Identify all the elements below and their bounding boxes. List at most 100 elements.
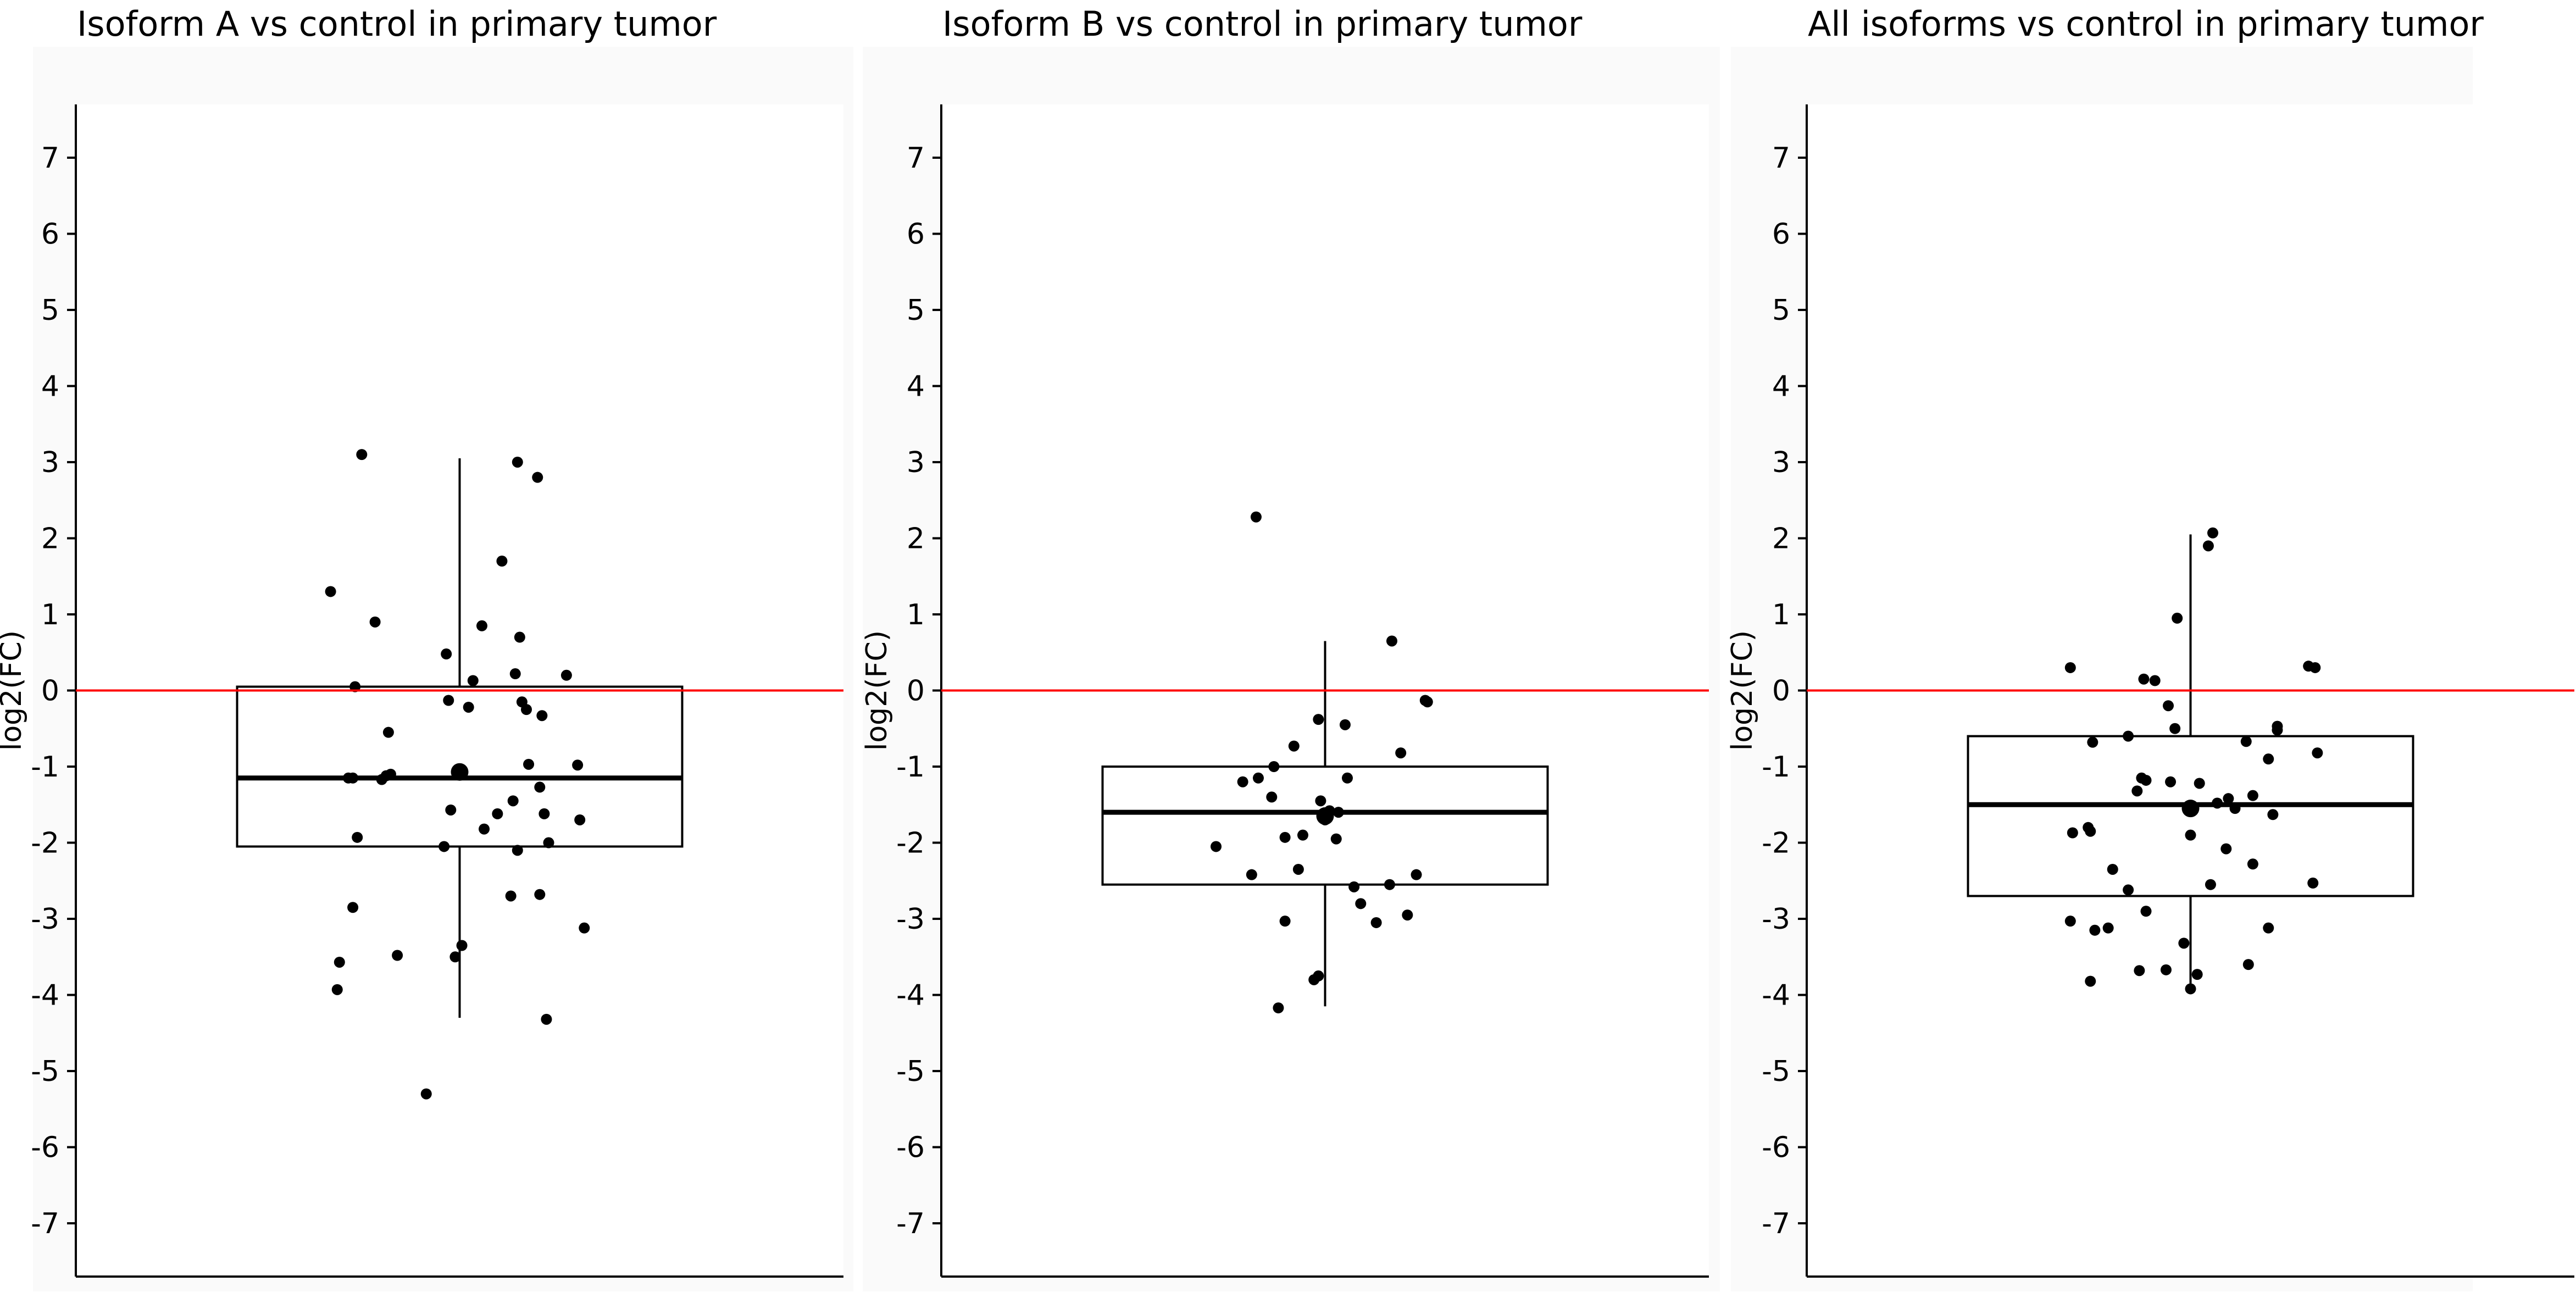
- data-point: [2212, 797, 2223, 809]
- data-point: [476, 620, 487, 631]
- y-axis-label: log2(FC): [860, 630, 893, 751]
- data-point: [1386, 635, 1397, 647]
- data-point: [1279, 831, 1291, 843]
- y-axis-label: log2(FC): [1726, 630, 1759, 751]
- data-point: [2263, 922, 2274, 934]
- y-tick-label: -5: [31, 1055, 59, 1088]
- y-tick-label: 4: [907, 370, 925, 403]
- data-point: [2307, 877, 2319, 889]
- data-point: [1292, 863, 1304, 875]
- y-tick-label: -6: [1762, 1131, 1790, 1164]
- y-tick-label: -2: [31, 827, 59, 860]
- data-point: [2134, 965, 2145, 977]
- data-point: [1384, 879, 1395, 890]
- data-point: [2149, 675, 2161, 686]
- y-tick-label: 6: [1772, 218, 1790, 251]
- data-point: [2194, 778, 2205, 789]
- y-tick-label: 6: [907, 218, 925, 251]
- data-point: [1266, 791, 1278, 803]
- panel-title: All isoforms vs control in primary tumor: [1808, 4, 2484, 44]
- data-point: [352, 831, 363, 843]
- y-tick-label: -6: [896, 1131, 925, 1164]
- data-point: [1395, 747, 1407, 759]
- data-point: [1422, 696, 1433, 708]
- data-point: [382, 726, 394, 738]
- data-point: [2160, 964, 2172, 975]
- y-tick-label: 0: [907, 675, 925, 708]
- y-tick-label: 5: [41, 294, 59, 327]
- data-point: [512, 456, 523, 468]
- y-tick-label: 2: [907, 522, 925, 555]
- data-point: [2165, 776, 2177, 787]
- mean-point: [1316, 807, 1334, 825]
- data-point: [1268, 761, 1280, 773]
- data-point: [1313, 714, 1324, 725]
- data-point: [463, 701, 474, 713]
- y-tick-label: 5: [907, 294, 925, 327]
- data-point: [507, 795, 519, 807]
- data-point: [334, 956, 345, 968]
- data-point: [2207, 527, 2218, 539]
- data-point: [523, 758, 535, 770]
- y-tick-label: -1: [896, 751, 925, 784]
- y-tick-label: -4: [31, 979, 59, 1012]
- data-point: [369, 616, 381, 628]
- data-point: [2202, 540, 2214, 552]
- data-point: [2205, 879, 2216, 890]
- data-point: [347, 902, 359, 913]
- data-point: [343, 772, 354, 784]
- y-tick-label: 6: [41, 218, 59, 251]
- data-point: [392, 950, 403, 961]
- y-tick-label: 0: [1772, 675, 1790, 708]
- data-point: [536, 710, 548, 722]
- data-point: [496, 556, 508, 567]
- data-point: [2185, 829, 2196, 841]
- y-axis-label: log2(FC): [0, 630, 28, 751]
- y-tick-label: 1: [907, 598, 925, 631]
- y-tick-label: 1: [1772, 598, 1790, 631]
- y-tick-label: -2: [1762, 827, 1790, 860]
- data-point: [449, 951, 461, 963]
- data-point: [2220, 843, 2232, 855]
- y-tick-label: -1: [1762, 751, 1790, 784]
- panel-title: Isoform B vs control in primary tumor: [942, 4, 1583, 44]
- data-point: [505, 890, 517, 902]
- data-point: [2185, 983, 2196, 995]
- data-point: [1402, 909, 1413, 921]
- data-point: [509, 668, 521, 680]
- data-point: [2123, 730, 2134, 742]
- y-tick-label: -2: [896, 827, 925, 860]
- data-point: [2131, 785, 2143, 797]
- data-point: [2172, 612, 2183, 624]
- data-point: [1237, 776, 1248, 787]
- panel-1: Isoform A vs control in primary tumor 7 6 5…: [0, 4, 853, 1291]
- y-tick-label: 7: [41, 142, 59, 175]
- y-tick-label: 3: [1772, 446, 1790, 479]
- data-point: [2191, 969, 2203, 980]
- data-point: [2223, 793, 2234, 805]
- data-point: [492, 808, 503, 819]
- data-point: [445, 804, 457, 816]
- data-point: [1253, 772, 1264, 784]
- y-tick-label: -3: [31, 903, 59, 936]
- data-point: [2272, 724, 2283, 736]
- y-tick-label: 2: [1772, 522, 1790, 555]
- data-point: [2064, 916, 2076, 927]
- data-point: [514, 631, 525, 643]
- y-tick-label: 7: [1772, 142, 1790, 175]
- data-point: [2123, 884, 2134, 896]
- data-point: [538, 808, 550, 819]
- data-point: [2085, 975, 2096, 987]
- data-point: [1348, 881, 1360, 892]
- data-point: [2064, 662, 2076, 673]
- data-point: [376, 774, 387, 785]
- data-point: [331, 984, 343, 995]
- y-tick-label: -3: [1762, 903, 1790, 936]
- data-point: [1273, 1002, 1284, 1014]
- panel-3: All isoforms vs control in primary tumor…: [1726, 4, 2574, 1291]
- data-point: [2169, 723, 2181, 734]
- data-point: [1355, 898, 1367, 909]
- data-point: [2087, 736, 2098, 748]
- data-point: [572, 759, 584, 771]
- data-point: [2263, 753, 2274, 765]
